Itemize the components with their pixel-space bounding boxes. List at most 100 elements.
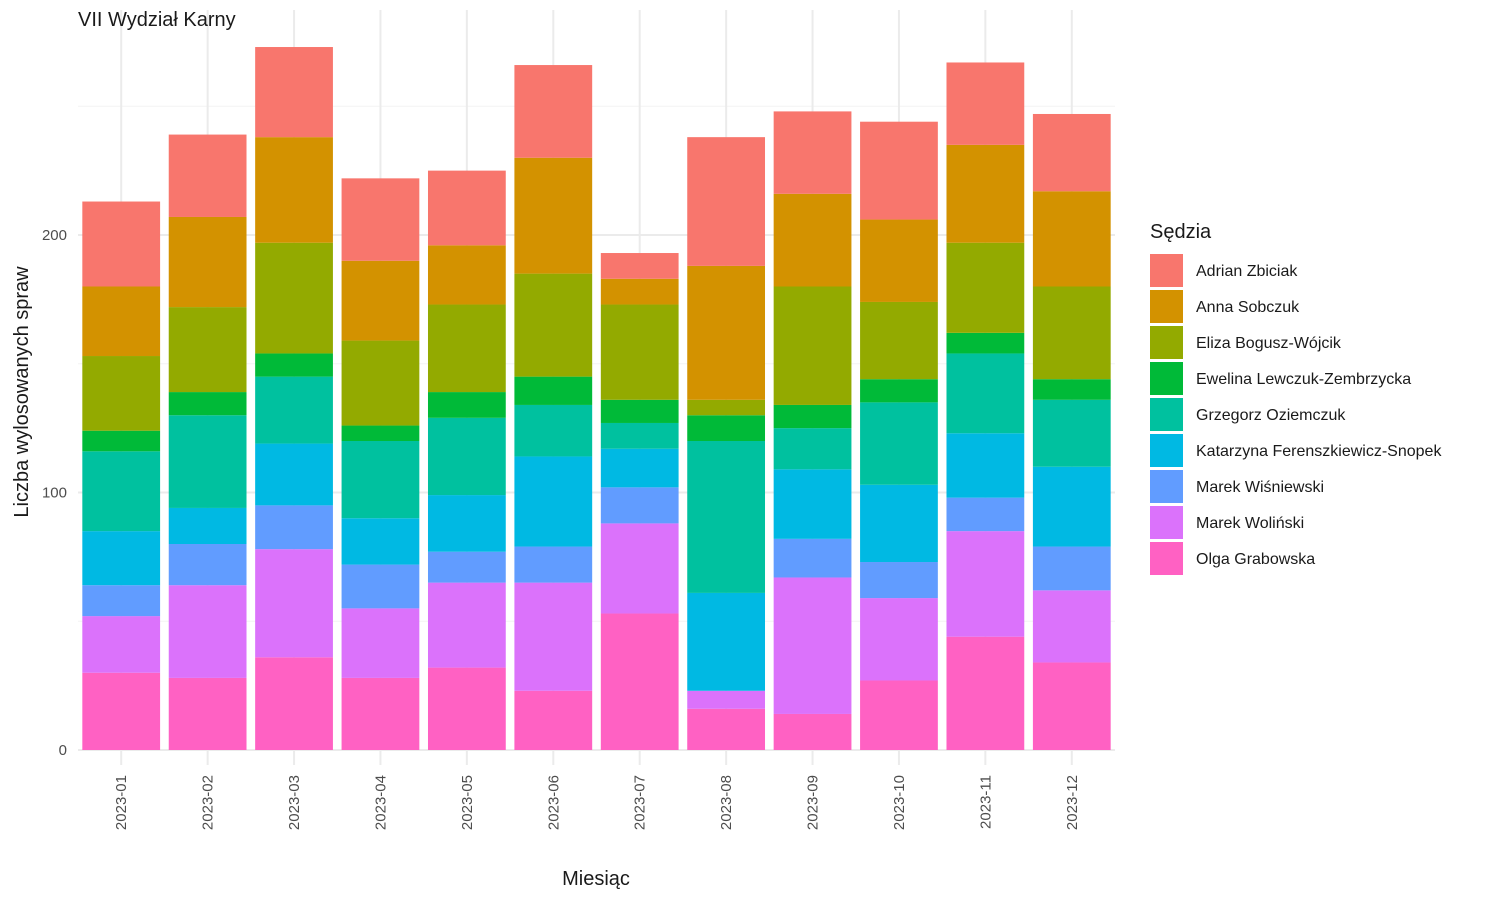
- bar-segment: [427, 392, 506, 418]
- bar-segment: [860, 219, 938, 302]
- bar-segment: [860, 680, 938, 750]
- bar-segment: [341, 608, 420, 678]
- bar-segment: [82, 430, 161, 452]
- bar-segment: [687, 708, 766, 750]
- legend-key: [1150, 326, 1183, 359]
- bar-segment: [427, 582, 506, 668]
- bar-segment: [946, 353, 1025, 434]
- x-tick-label: 2023-04: [372, 775, 389, 830]
- bar-segment: [1032, 191, 1111, 287]
- legend-key: [1150, 362, 1183, 395]
- bar-segment: [168, 134, 247, 217]
- bar-segment: [514, 404, 593, 457]
- bar-segment: [1032, 399, 1111, 467]
- bar-segment: [255, 353, 333, 377]
- legend-key: [1150, 398, 1183, 431]
- bar-segment: [82, 531, 161, 586]
- bar-segment: [773, 469, 852, 539]
- bar-segment: [82, 356, 161, 431]
- bar-segment: [1032, 466, 1111, 547]
- bar-segment: [427, 495, 506, 552]
- bar-segment: [427, 170, 506, 246]
- x-tick-label: 2023-06: [545, 775, 562, 830]
- bar-segment: [255, 443, 333, 506]
- legend-key: [1150, 506, 1183, 539]
- bar-segment: [946, 144, 1025, 243]
- bar-segment: [255, 657, 333, 750]
- legend-label: Eliza Bogusz-Wójcik: [1196, 335, 1342, 352]
- x-tick-label: 2023-10: [891, 775, 908, 830]
- bar-segment: [773, 286, 852, 405]
- bar-segment: [514, 456, 593, 547]
- bar-segment: [687, 399, 766, 416]
- bar-segment: [168, 544, 247, 586]
- bar-segment: [255, 549, 333, 658]
- bar-segment: [82, 201, 161, 287]
- bar-segment: [687, 592, 766, 691]
- bar-segment: [82, 672, 161, 750]
- legend: Sędzia Adrian Zbiciak Anna Sobczuk Eliza B…: [1150, 221, 1442, 575]
- bar-segment: [255, 376, 333, 444]
- legend-label: Marek Wiśniewski: [1196, 479, 1324, 496]
- legend-label: Ewelina Lewczuk-Zembrzycka: [1196, 371, 1411, 388]
- bar-segment: [600, 278, 679, 305]
- bar-segment: [514, 273, 593, 377]
- x-tick-label: 2023-03: [286, 775, 303, 830]
- bar-segment: [946, 531, 1025, 637]
- bar-segment: [514, 376, 593, 405]
- bar-segment: [860, 562, 938, 599]
- bar-segment: [860, 121, 938, 220]
- y-axis-ticks: 0 100 200: [42, 227, 67, 759]
- bar-segment: [773, 193, 852, 287]
- bar-segment: [341, 564, 420, 609]
- bar-segment: [687, 137, 766, 266]
- bar-segment: [600, 613, 679, 750]
- chart-title: VII Wydział Karny: [78, 9, 236, 31]
- x-tick-label: 2023-08: [718, 775, 735, 830]
- bar-segment: [168, 585, 247, 678]
- bar-segment: [255, 137, 333, 243]
- y-tick-label: 0: [59, 742, 67, 759]
- bar-segment: [514, 690, 593, 750]
- legend-label: Adrian Zbiciak: [1196, 263, 1298, 280]
- y-tick-label: 100: [42, 485, 67, 502]
- legend-title: Sędzia: [1150, 221, 1212, 243]
- bar-segment: [341, 677, 420, 750]
- bar-segment: [427, 667, 506, 750]
- bar-segment: [773, 428, 852, 470]
- bar-segment: [427, 245, 506, 305]
- legend-key: [1150, 434, 1183, 467]
- bar-segment: [514, 546, 593, 583]
- bar-segment: [600, 448, 679, 488]
- bar-segment: [773, 404, 852, 429]
- x-tick-label: 2023-02: [200, 775, 217, 830]
- y-axis-title: Liczba wylosowanych spraw: [11, 266, 33, 518]
- bar-segment: [946, 433, 1025, 498]
- bar-segment: [514, 65, 593, 158]
- legend-label: Marek Woliński: [1196, 515, 1304, 532]
- x-tick-label: 2023-07: [632, 775, 649, 830]
- bar-segment: [255, 47, 333, 138]
- bar-segment: [773, 111, 852, 194]
- x-axis-ticks: 2023-01 2023-02 2023-03 2023-04 2023-05 2023-…: [113, 775, 1081, 830]
- bar-segment: [341, 441, 420, 519]
- legend-key: [1150, 254, 1183, 287]
- x-tick-label: 2023-05: [459, 775, 476, 830]
- legend-label: Olga Grabowska: [1196, 551, 1315, 568]
- bar-segment: [341, 260, 420, 341]
- legend-key: [1150, 470, 1183, 503]
- bar-segment: [946, 242, 1025, 333]
- legend-label: Anna Sobczuk: [1196, 299, 1300, 316]
- y-tick-label: 200: [42, 227, 67, 244]
- x-tick-label: 2023-09: [805, 775, 822, 830]
- bar-segment: [168, 392, 247, 416]
- legend-label: Katarzyna Ferenszkiewicz-Snopek: [1196, 443, 1442, 460]
- bar-segment: [514, 157, 593, 274]
- bar-segment: [168, 677, 247, 750]
- bar-segment: [860, 379, 938, 403]
- bar-segment: [82, 616, 161, 673]
- bar-segment: [514, 582, 593, 691]
- bar-segment: [600, 422, 679, 449]
- bar-segment: [341, 518, 420, 565]
- bar-segment: [1032, 113, 1111, 192]
